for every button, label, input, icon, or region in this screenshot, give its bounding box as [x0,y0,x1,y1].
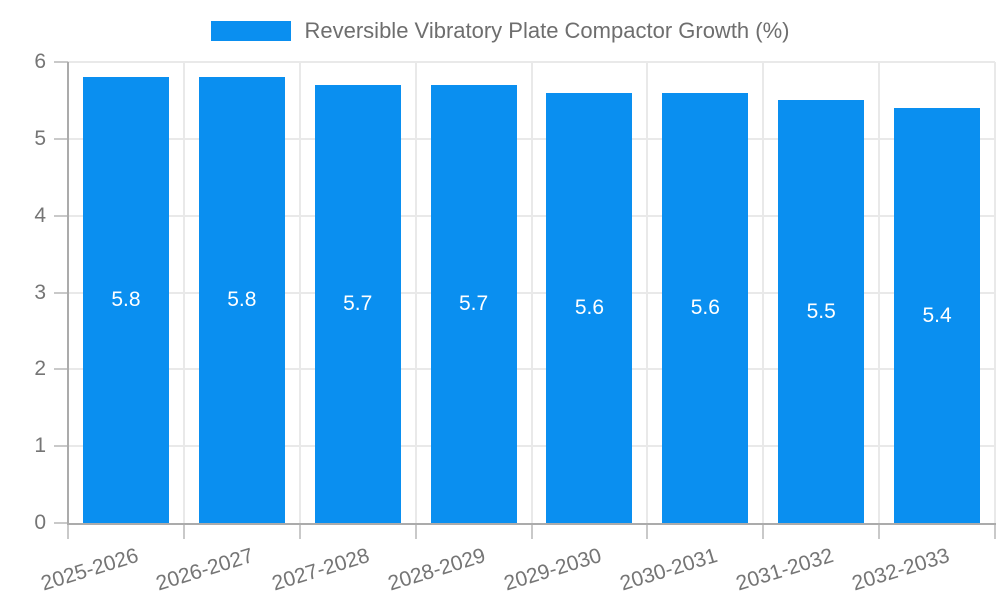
bar: 5.6 [546,92,633,523]
x-axis-tick [298,523,301,539]
bar-value-label: 5.4 [922,303,952,327]
bar-value-label: 5.8 [227,288,257,312]
y-axis-tick-label: 5 [34,126,46,150]
x-axis-tick [878,523,881,539]
x-gridline [878,62,881,523]
x-gridline [762,62,765,523]
x-gridline [530,62,533,523]
y-axis-tick-label: 3 [34,280,46,304]
y-axis-tick-label: 2 [34,357,46,381]
y-axis-tick-label: 1 [34,434,46,458]
y-axis-tick [54,522,68,524]
y-axis-line [67,62,69,525]
x-axis-tick-label: 2028-2029 [385,544,489,596]
bar-value-label: 5.5 [806,299,836,323]
bar: 5.4 [894,108,981,523]
x-gridline [298,62,301,523]
x-axis-tick-label: 2030-2031 [617,544,721,596]
y-axis-tick-label: 4 [34,203,46,227]
x-axis-tick-label: 2027-2028 [269,544,373,596]
y-axis-tick [54,137,68,140]
bar: 5.7 [314,85,401,523]
x-axis-tick-label: 2032-2033 [849,544,952,596]
x-axis-tick [530,523,533,539]
x-axis-tick [762,523,765,539]
x-axis-tick-label: 2025-2026 [37,544,141,596]
x-axis-tick [646,523,649,539]
x-axis-tick-label: 2026-2027 [153,544,257,596]
y-axis-tick [54,445,68,448]
bar-value-label: 5.8 [111,288,141,312]
bar: 5.7 [430,85,517,523]
x-axis-tick [994,523,996,539]
legend-label: Reversible Vibratory Plate Compactor Gro… [304,18,790,43]
legend-swatch [210,21,291,41]
y-axis-tick-label: 6 [34,50,46,73]
bar-value-label: 5.7 [458,292,489,316]
bar-value-label: 5.6 [574,295,605,319]
x-axis-tick-label: 2029-2030 [501,544,605,596]
y-axis-tick [54,61,68,63]
x-axis-line [67,523,996,525]
x-axis-tick [182,523,185,539]
bar-value-label: 5.7 [343,292,373,316]
x-axis-tick [414,523,417,539]
x-gridline [994,62,996,523]
y-axis-tick [54,214,68,217]
bar: 5.6 [662,92,749,523]
y-axis-tick [54,291,68,294]
x-axis-tick [67,523,69,539]
bar: 5.5 [778,100,865,523]
x-gridline [646,62,649,523]
x-gridline [414,62,417,523]
x-axis-tick-label: 2031-2032 [733,544,836,596]
bar: 5.8 [82,77,169,523]
bar-value-label: 5.6 [690,295,720,319]
bar: 5.8 [198,77,285,523]
chart-legend[interactable]: Reversible Vibratory Plate Compactor Gro… [0,18,1000,44]
y-axis-tick-label: 0 [34,511,46,534]
y-axis-tick [54,368,68,371]
x-gridline [182,62,185,523]
